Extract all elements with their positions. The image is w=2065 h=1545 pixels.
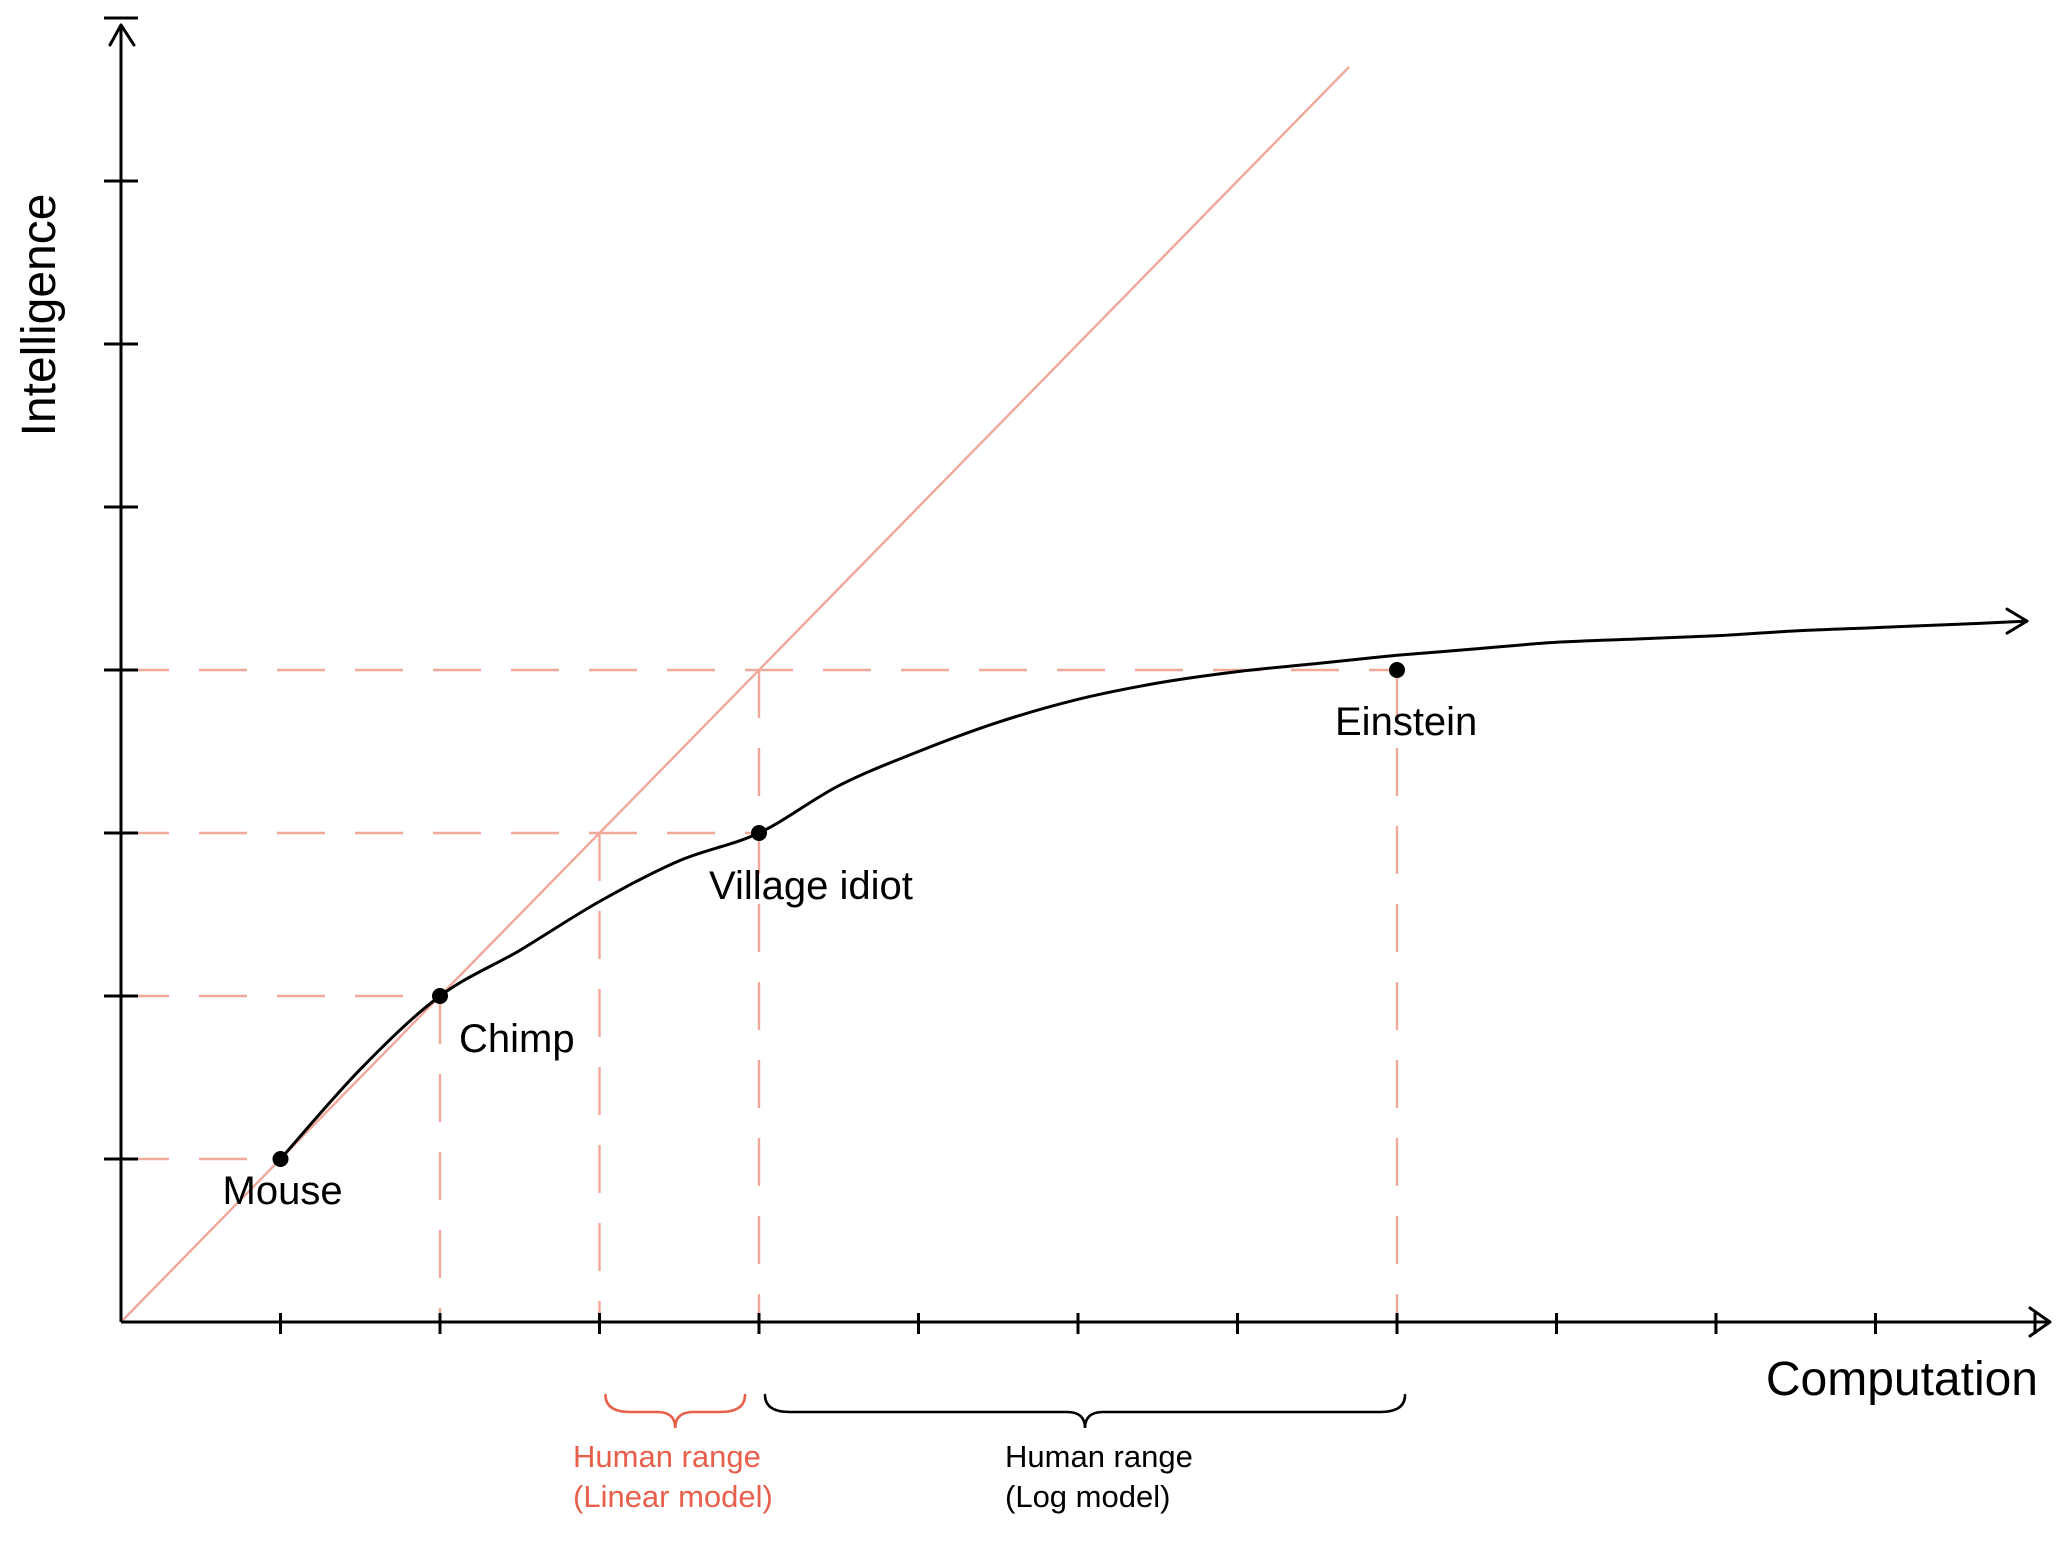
log-model-series (279, 607, 2029, 1161)
range-brace (604, 1393, 747, 1429)
point-label: Einstein (1335, 700, 1477, 744)
y-axis-label: Intelligence (13, 194, 66, 437)
linear-model-line (120, 66, 1351, 1323)
data-point (272, 1151, 289, 1167)
y-axis-arrowhead (108, 23, 136, 47)
curve-arrowhead (2005, 607, 2029, 635)
point-label: Village idiot (709, 864, 913, 908)
data-points: Mouse Chimp Village idiot Einstein (223, 662, 1477, 1213)
log-model-curve (279, 619, 2029, 1161)
point-label: Chimp (459, 1017, 575, 1061)
linear-model-series (120, 66, 1351, 1323)
range-label: Human range (1005, 1439, 1193, 1474)
x-ticks (279, 1313, 2037, 1334)
range-label: (Log model) (1005, 1479, 1170, 1514)
point-label: Mouse (223, 1169, 343, 1213)
range-label: (Linear model) (573, 1479, 773, 1514)
data-point (751, 825, 767, 841)
guide-lines (121, 668, 1399, 1322)
data-point (1389, 662, 1405, 678)
axes (104, 16, 2052, 1338)
x-axis-arrowhead (2028, 1306, 2052, 1338)
x-axis-label: Computation (1766, 1353, 2038, 1406)
range-label: Human range (573, 1439, 761, 1474)
y-ticks (104, 16, 138, 1161)
range-brace (763, 1393, 1407, 1429)
range-braces: Human range (Linear model) Human range (Log… (573, 1393, 1407, 1514)
data-point (432, 988, 448, 1004)
